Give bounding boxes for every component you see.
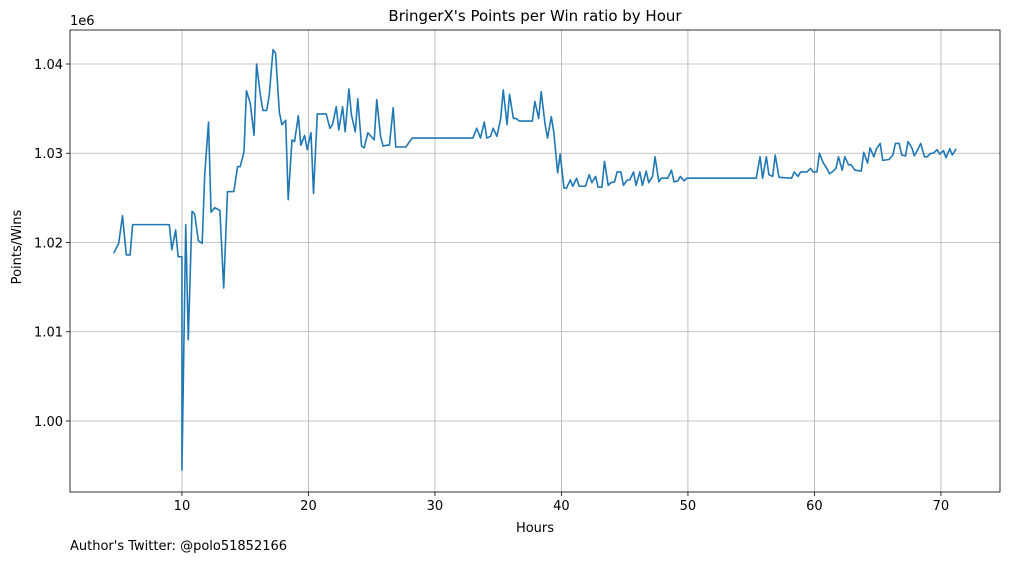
x-tick-label: 20: [300, 499, 317, 514]
plot-frame: [69, 29, 1001, 493]
x-tick-label: 30: [427, 499, 444, 514]
y-tick-label: 1.02: [34, 236, 63, 251]
y-offset-label: 1e6: [70, 14, 95, 29]
y-tick-label: 1.00: [34, 415, 63, 430]
x-tick-label: 70: [933, 499, 950, 514]
x-tick-label: 40: [553, 499, 570, 514]
y-tick-label: 1.04: [34, 58, 63, 73]
x-tick-label: 10: [174, 499, 191, 514]
chart-title: BringerX's Points per Win ratio by Hour: [388, 7, 682, 25]
y-tick-label: 1.03: [34, 147, 63, 162]
x-tick-label: 60: [806, 499, 823, 514]
x-axis-label: Hours: [516, 521, 554, 536]
footnote: Author's Twitter: @polo51852166: [70, 539, 287, 554]
x-tick-label: 50: [680, 499, 697, 514]
y-tick-label: 1.01: [34, 326, 63, 341]
y-axis-label: Points/Wins: [10, 209, 25, 284]
data-line: [112, 48, 957, 471]
